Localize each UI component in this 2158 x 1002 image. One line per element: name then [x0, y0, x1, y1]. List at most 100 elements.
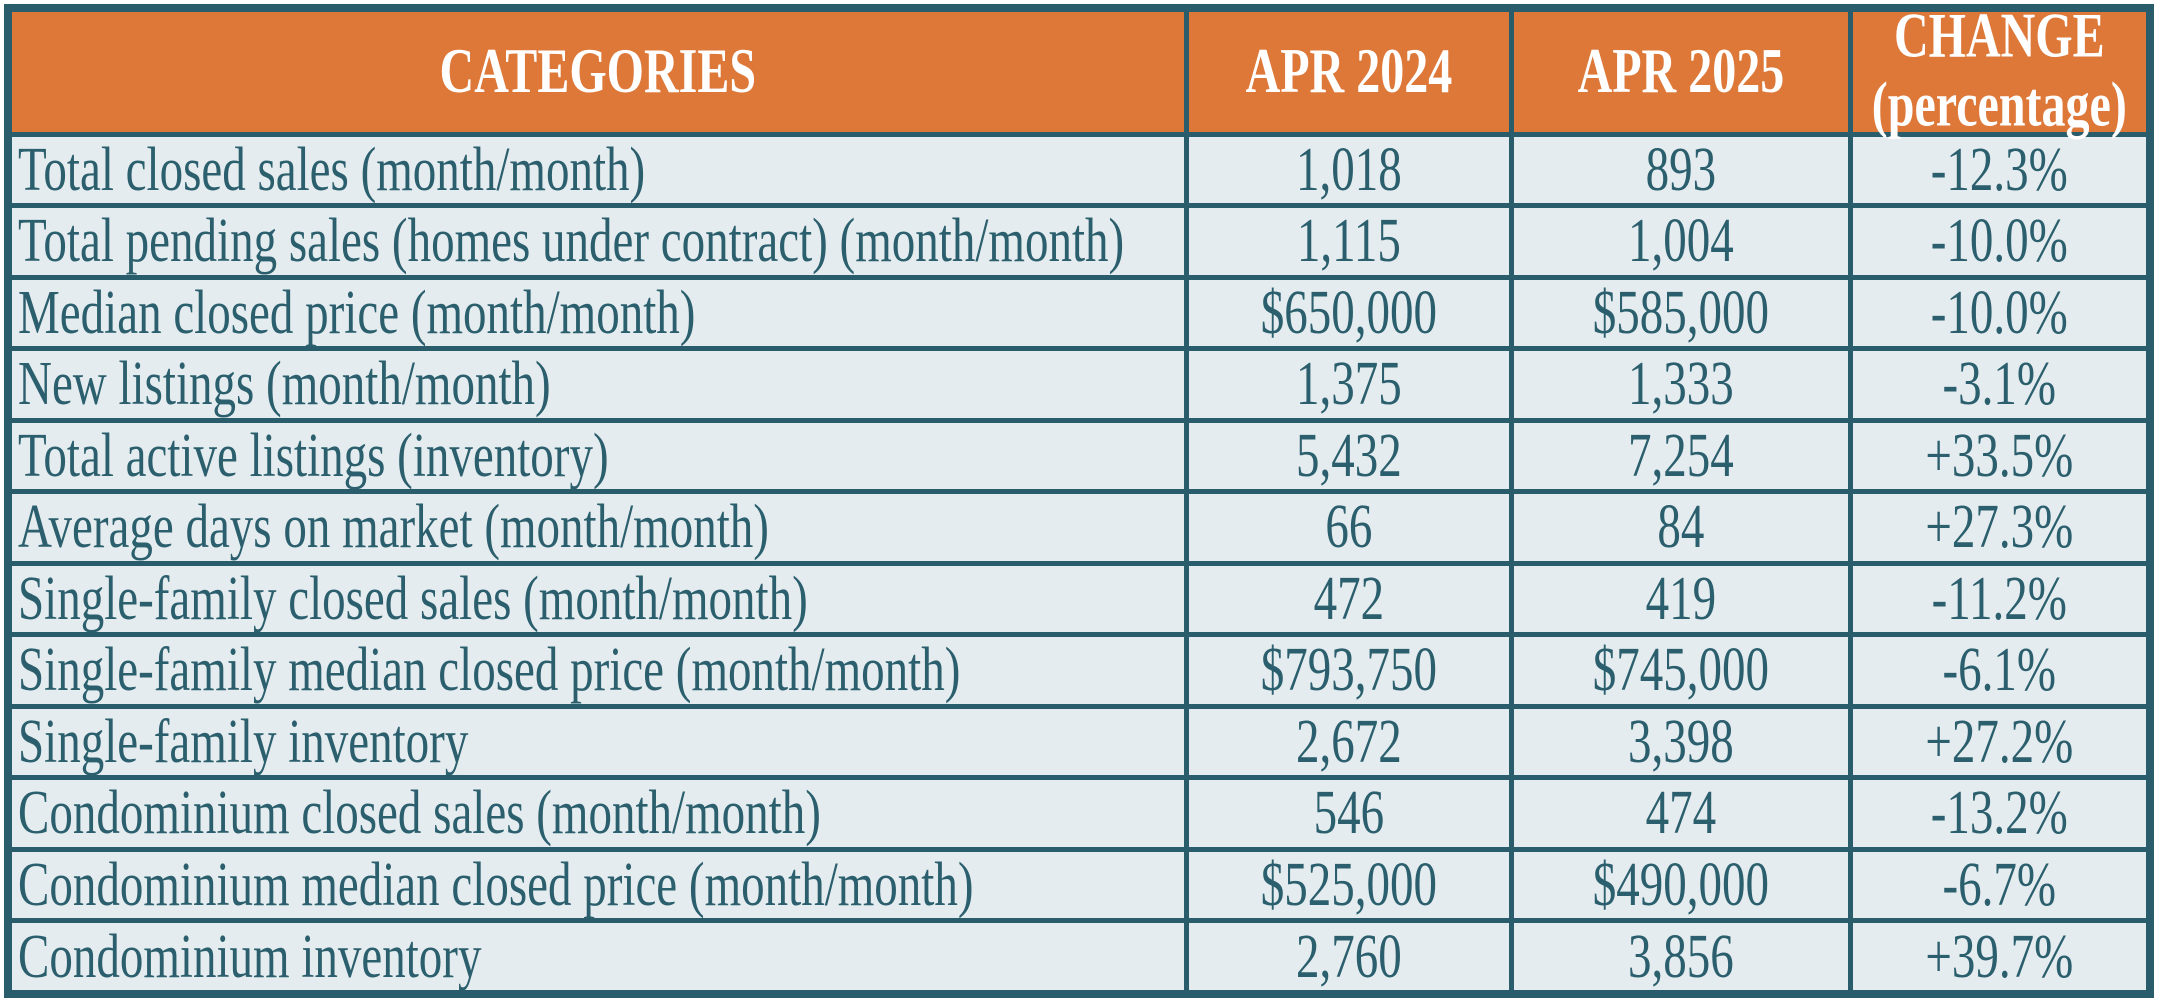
table-row: Condominium closed sales (month/month) 5… — [5, 775, 2153, 852]
apr-2024-cell: 2,672 — [1183, 703, 1515, 780]
change-value: +33.5% — [1925, 421, 2074, 491]
change-cell: -6.7% — [1847, 846, 2153, 923]
apr-2024-cell: $650,000 — [1183, 274, 1515, 351]
table-row: Single-family inventory 2,672 3,398 +27.… — [5, 703, 2153, 780]
header-categories-label: CATEGORIES — [439, 36, 757, 107]
apr-2025-cell: 1,333 — [1509, 346, 1853, 423]
table-row: Median closed price (month/month) $650,0… — [5, 274, 2153, 351]
apr-2025-value: $745,000 — [1592, 635, 1770, 705]
apr-2025-cell: 474 — [1509, 775, 1853, 852]
apr-2025-value: 474 — [1645, 778, 1717, 848]
apr-2025-cell: $745,000 — [1509, 632, 1853, 709]
category-value: Total pending sales (homes under contrac… — [18, 206, 1125, 276]
table-row: Condominium median closed price (month/m… — [5, 846, 2153, 923]
change-cell: -13.2% — [1847, 775, 2153, 852]
apr-2024-cell: 472 — [1183, 560, 1515, 637]
apr-2024-value: 2,672 — [1296, 707, 1402, 777]
header-change-line2: (percentage) — [1871, 69, 2127, 141]
apr-2024-value: 2,760 — [1296, 921, 1402, 992]
apr-2024-value: $793,750 — [1260, 635, 1438, 705]
apr-2025-value: 1,004 — [1628, 206, 1734, 276]
apr-2025-value: $585,000 — [1592, 278, 1770, 348]
category-cell: New listings (month/month) — [5, 346, 1189, 423]
apr-2025-value: 7,254 — [1628, 421, 1734, 491]
header-apr-2025-label: APR 2025 — [1577, 36, 1785, 107]
category-value: Average days on market (month/month) — [18, 492, 769, 562]
category-value: Condominium inventory — [18, 921, 482, 992]
apr-2024-cell: 1,115 — [1183, 203, 1515, 280]
header-apr-2024-label: APR 2024 — [1245, 36, 1453, 107]
change-value: +27.3% — [1925, 492, 2074, 562]
category-cell: Condominium inventory — [5, 918, 1189, 997]
change-value: -6.7% — [1942, 850, 2057, 920]
table-body: Total closed sales (month/month) 1,018 8… — [5, 131, 2153, 997]
change-value: -12.3% — [1930, 135, 2068, 205]
apr-2025-cell: $585,000 — [1509, 274, 1853, 351]
apr-2025-value: $490,000 — [1592, 850, 1770, 920]
header-categories: CATEGORIES — [5, 5, 1189, 137]
apr-2025-cell: 7,254 — [1509, 417, 1853, 494]
category-value: Condominium median closed price (month/m… — [18, 850, 974, 920]
apr-2024-cell: 546 — [1183, 775, 1515, 852]
category-cell: Total active listings (inventory) — [5, 417, 1189, 494]
category-cell: Median closed price (month/month) — [5, 274, 1189, 351]
market-stats-table-wrap: CATEGORIES APR 2024 APR 2025 CHANGE (per… — [4, 2, 2154, 998]
change-value: -10.0% — [1930, 278, 2068, 348]
header-apr-2025: APR 2025 — [1509, 5, 1853, 137]
apr-2024-value: 1,018 — [1296, 135, 1402, 205]
apr-2025-value: 3,856 — [1628, 921, 1734, 992]
apr-2024-value: $650,000 — [1260, 278, 1438, 348]
change-cell: -11.2% — [1847, 560, 2153, 637]
header-change-line1: CHANGE — [1893, 0, 2105, 72]
apr-2024-value: $525,000 — [1260, 850, 1438, 920]
category-cell: Condominium median closed price (month/m… — [5, 846, 1189, 923]
category-value: Single-family median closed price (month… — [18, 635, 961, 705]
apr-2025-cell: 419 — [1509, 560, 1853, 637]
change-value: -13.2% — [1930, 778, 2068, 848]
header-change-label: CHANGE (percentage) — [1872, 2, 2127, 140]
table-header: CATEGORIES APR 2024 APR 2025 CHANGE (per… — [5, 2, 2153, 139]
apr-2025-value: 84 — [1657, 492, 1705, 562]
change-cell: +27.2% — [1847, 703, 2153, 780]
apr-2024-cell: $525,000 — [1183, 846, 1515, 923]
category-cell: Total pending sales (homes under contrac… — [5, 203, 1189, 280]
change-cell: -6.1% — [1847, 632, 2153, 709]
apr-2025-cell: 84 — [1509, 489, 1853, 566]
apr-2024-value: 472 — [1313, 564, 1385, 634]
change-value: -3.1% — [1942, 349, 2057, 419]
category-cell: Single-family inventory — [5, 703, 1189, 780]
change-value: -11.2% — [1931, 564, 2067, 634]
apr-2025-value: 1,333 — [1628, 349, 1734, 419]
apr-2025-cell: 3,398 — [1509, 703, 1853, 780]
category-value: Median closed price (month/month) — [18, 278, 696, 348]
apr-2025-cell: 893 — [1509, 131, 1853, 208]
real-estate-comparison-table: CATEGORIES APR 2024 APR 2025 CHANGE (per… — [4, 2, 2154, 998]
table-row: Total active listings (inventory) 5,432 … — [5, 417, 2153, 494]
apr-2024-value: 1,115 — [1296, 206, 1401, 276]
category-value: Total closed sales (month/month) — [18, 135, 646, 205]
change-value: +39.7% — [1925, 921, 2074, 992]
table-row: Single-family median closed price (month… — [5, 632, 2153, 709]
category-cell: Total closed sales (month/month) — [5, 131, 1189, 208]
apr-2025-cell: $490,000 — [1509, 846, 1853, 923]
apr-2025-value: 893 — [1645, 135, 1717, 205]
apr-2024-value: 66 — [1325, 492, 1373, 562]
category-cell: Single-family closed sales (month/month) — [5, 560, 1189, 637]
table-row: Single-family closed sales (month/month)… — [5, 560, 2153, 637]
change-cell: -10.0% — [1847, 274, 2153, 351]
change-cell: -10.0% — [1847, 203, 2153, 280]
category-value: Total active listings (inventory) — [18, 421, 609, 491]
category-value: Condominium closed sales (month/month) — [18, 778, 821, 848]
change-value: +27.2% — [1925, 707, 2074, 777]
change-cell: -12.3% — [1847, 131, 2153, 208]
table-row: Total pending sales (homes under contrac… — [5, 203, 2153, 280]
category-value: Single-family inventory — [18, 707, 469, 777]
change-cell: +27.3% — [1847, 489, 2153, 566]
apr-2024-cell: 5,432 — [1183, 417, 1515, 494]
category-cell: Average days on market (month/month) — [5, 489, 1189, 566]
apr-2024-cell: 1,018 — [1183, 131, 1515, 208]
table-row: Condominium inventory 2,760 3,856 +39.7% — [5, 918, 2153, 997]
apr-2024-cell: 2,760 — [1183, 918, 1515, 997]
apr-2024-value: 1,375 — [1296, 349, 1402, 419]
change-cell: +39.7% — [1847, 918, 2153, 997]
